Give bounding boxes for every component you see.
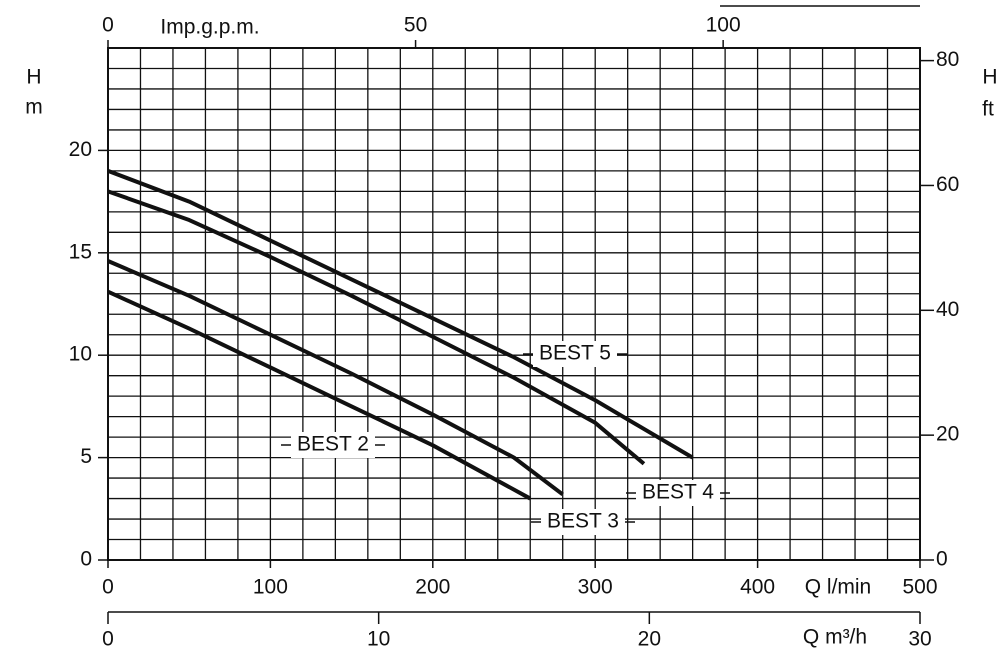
x2-label: Q m³/h [803,626,867,649]
x2-tick-label: 20 [638,628,661,651]
series-line [107,189,646,466]
y-label-unit: m [25,96,43,119]
x-tick-label: 0 [102,576,114,599]
y2-label-unit: ft [982,98,994,121]
y-tick-label: 0 [80,548,92,571]
x2-tick-label: 0 [102,628,114,651]
series-label: BEST 2 [297,433,369,456]
y2-tick-label: 80 [936,48,959,71]
x2-tick-label: 10 [367,628,390,651]
y-tick-label: 10 [69,343,92,366]
y-label-symbol: H [26,66,41,89]
x3-tick-label: 0 [102,14,114,37]
x-label: Q l/min [805,576,872,599]
series-line [107,289,532,501]
plot-frame [107,47,921,561]
series-line [107,259,564,497]
x3-tick-label: 50 [404,14,427,37]
label-bg [636,480,720,506]
series-label: BEST 5 [539,342,611,365]
series-line [107,169,694,460]
y2-tick-label: 20 [936,423,959,446]
y-tick-label: 5 [80,445,92,468]
series-label: BEST 4 [642,481,714,504]
label-bg [533,341,617,367]
label-bg [541,509,625,535]
x-tick-label: 100 [253,576,288,599]
y2-tick-label: 60 [936,173,959,196]
x3-tick-label: 100 [706,14,741,37]
y-tick-label: 20 [69,138,92,161]
y-tick-label: 15 [69,240,92,263]
x-tick-label: 400 [740,576,775,599]
x3-label: Imp.g.p.m. [160,16,259,39]
x2-tick-label: 30 [908,628,931,651]
y2-tick-label: 40 [936,298,959,321]
x-tick-label: 500 [902,576,937,599]
series-label: BEST 3 [547,510,619,533]
y2-label-symbol: H [982,66,997,89]
label-bg [291,432,375,458]
y2-tick-label: 0 [936,548,948,571]
x-tick-label: 200 [415,576,450,599]
x-tick-label: 300 [578,576,613,599]
